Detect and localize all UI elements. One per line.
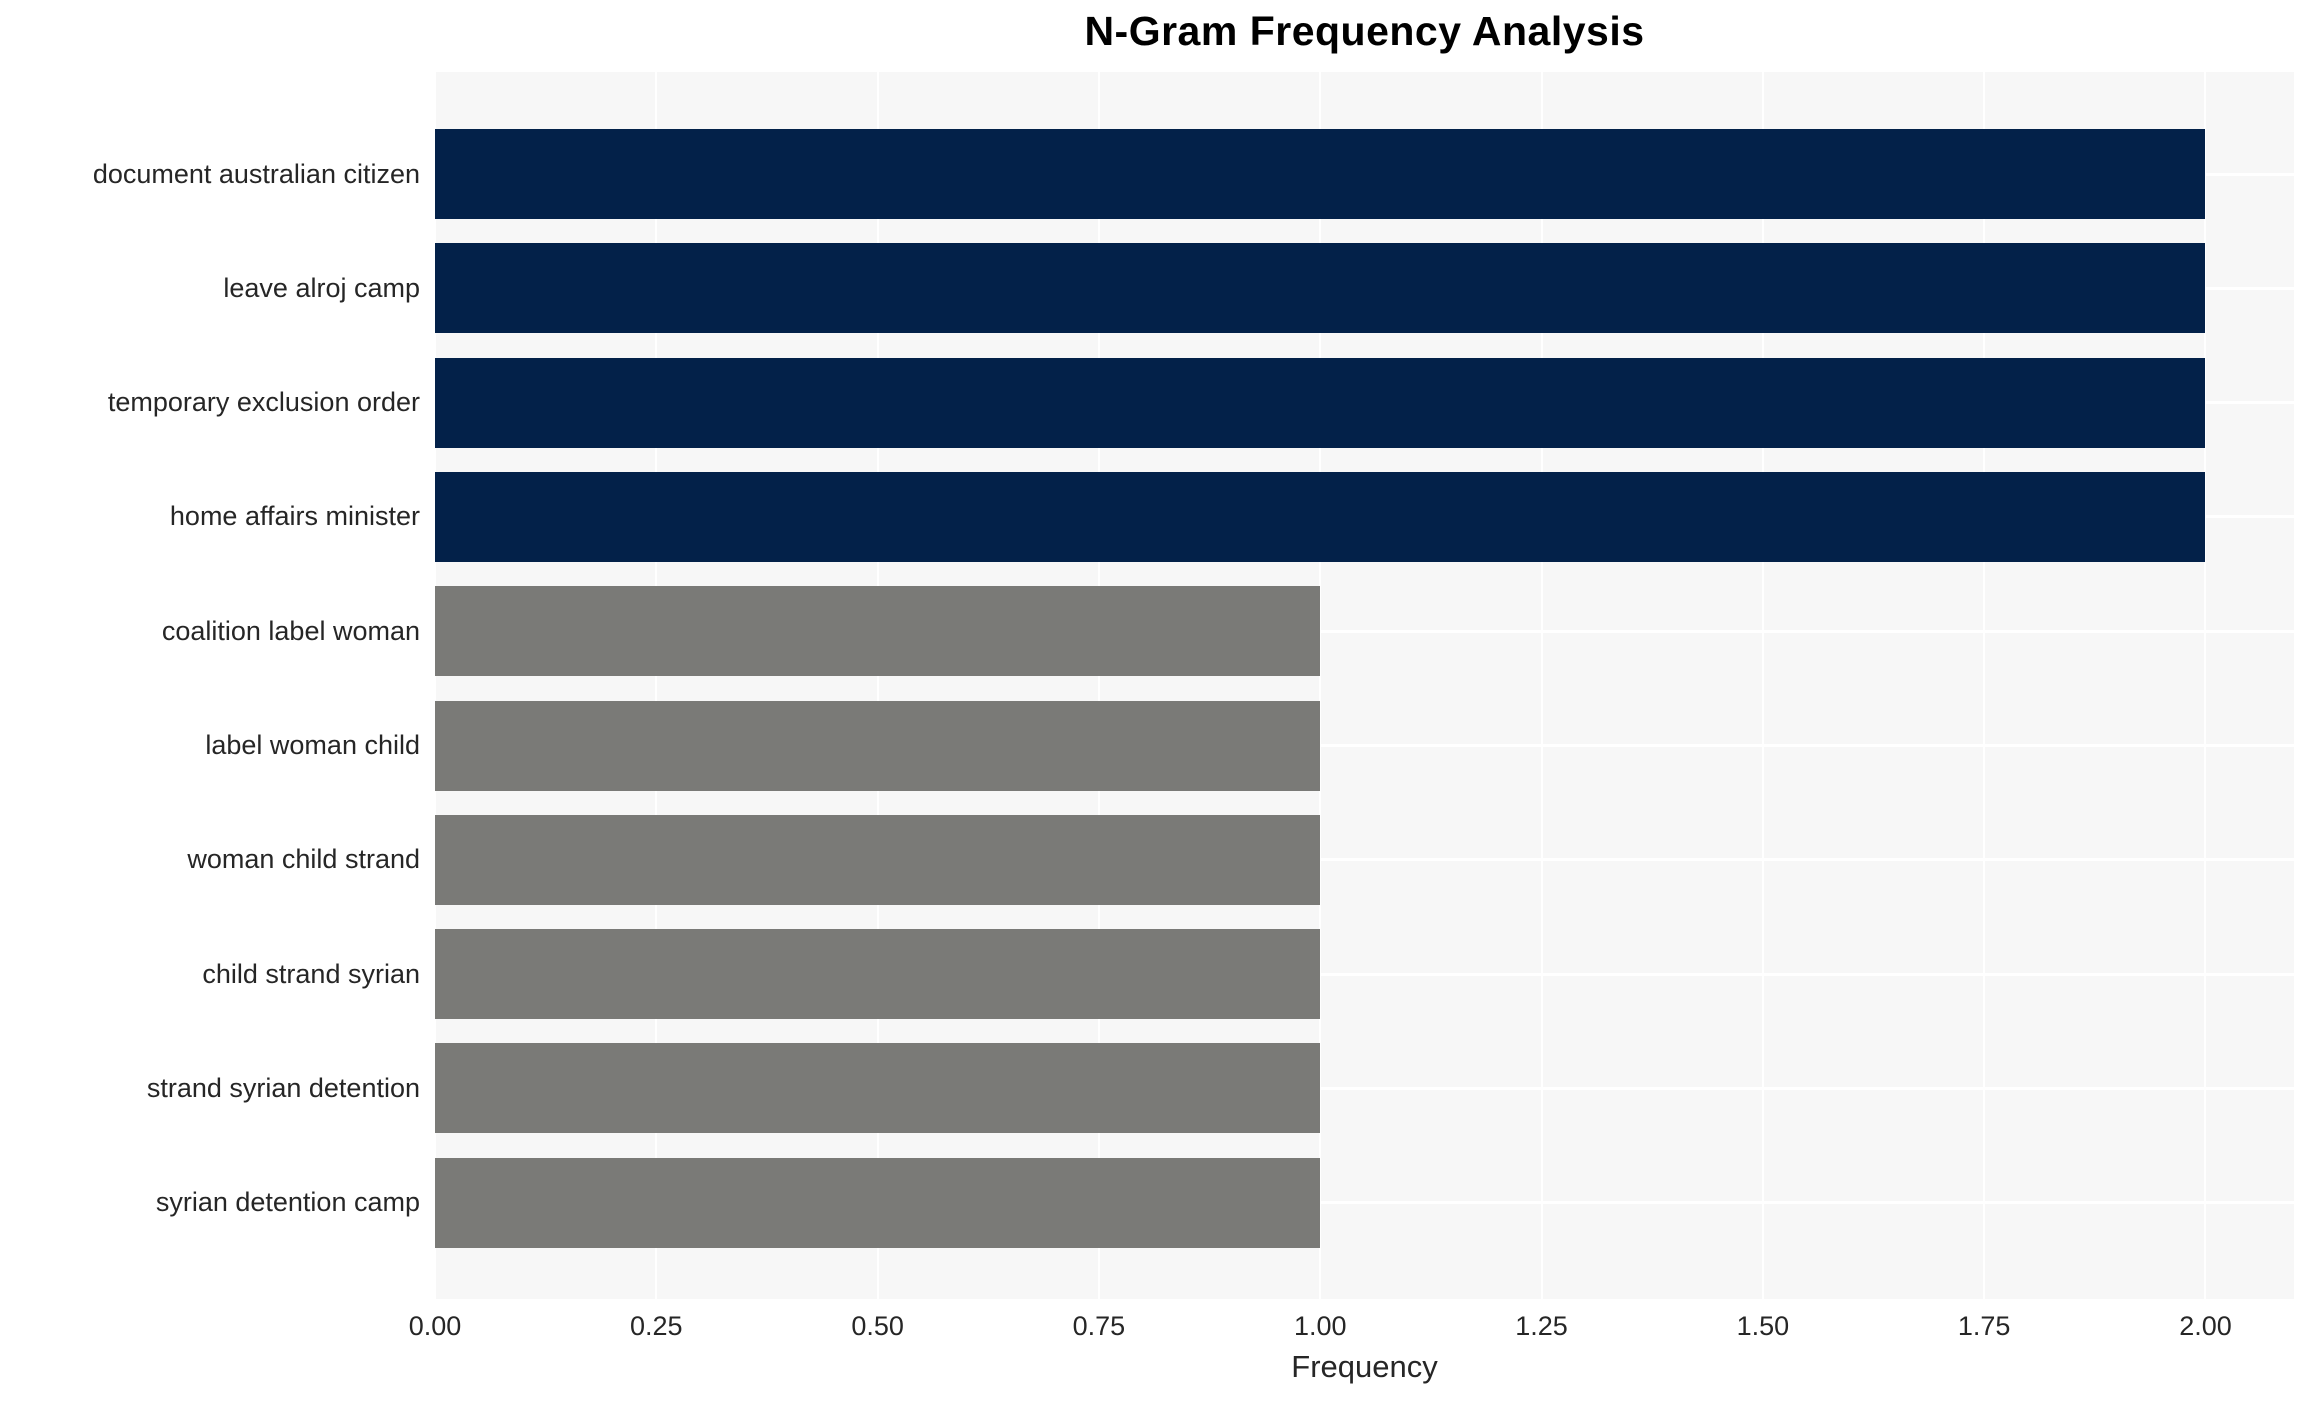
y-gridline — [435, 744, 2294, 747]
y-gridline — [435, 972, 2294, 976]
y-tick-label: leave alroj camp — [223, 272, 420, 303]
bar-document-australian-citizen — [435, 129, 2206, 219]
x-gridline — [876, 72, 879, 1299]
x-tick-label: 2.00 — [2179, 1311, 2232, 1341]
bar-temporary-exclusion-order — [435, 357, 2206, 448]
plot-area — [434, 72, 2294, 1299]
y-tick-label: coalition label woman — [161, 615, 420, 646]
y-gridline — [435, 1086, 2294, 1090]
bar-coalition-label-woman — [435, 586, 1321, 677]
x-tick-label: 0.75 — [1072, 1311, 1126, 1341]
x-tick-label: 1.25 — [1515, 1311, 1568, 1341]
x-tick-label: 1.00 — [1293, 1311, 1347, 1341]
bar-syrian-detention-camp — [435, 1157, 1321, 1248]
y-tick-label: label woman child — [205, 730, 420, 760]
chart-title: N-Gram Frequency Analysis — [1084, 8, 1645, 54]
x-gridline — [1319, 72, 1322, 1299]
y-tick-label: temporary exclusion order — [107, 387, 420, 418]
x-gridline — [1540, 72, 1543, 1299]
x-axis-label: Frequency — [1291, 1349, 1438, 1384]
y-tick-label: strand syrian detention — [146, 1072, 420, 1103]
x-gridline — [655, 72, 658, 1299]
y-tick-label: syrian detention camp — [155, 1187, 420, 1218]
y-gridline — [435, 858, 2294, 862]
bar-strand-syrian-detention — [435, 1043, 1321, 1134]
bar-home-affairs-minister — [435, 471, 2206, 562]
y-gridline — [435, 1201, 2294, 1205]
y-tick-label: woman child strand — [187, 844, 420, 875]
y-tick-label: document australian citizen — [92, 158, 420, 189]
bar-label-woman-child — [435, 700, 1321, 791]
y-tick-label: child strand syrian — [202, 958, 420, 989]
y-tick-label: home affairs minister — [169, 501, 420, 532]
x-tick-label: 0.25 — [630, 1311, 683, 1341]
x-gridline — [434, 72, 436, 1299]
y-gridline — [435, 629, 2294, 633]
x-gridline — [1097, 72, 1100, 1299]
bar-child-strand-syrian — [435, 929, 1321, 1020]
x-tick-label: 1.50 — [1736, 1311, 1790, 1341]
bar-leave-alroj-camp — [435, 243, 2206, 334]
x-gridline — [1983, 72, 1986, 1299]
x-tick-label: 0.50 — [851, 1311, 904, 1341]
bar-woman-child-strand — [435, 814, 1321, 905]
x-gridline — [2204, 72, 2207, 1299]
x-gridline — [1761, 72, 1764, 1299]
x-tick-label: 1.75 — [1957, 1311, 2011, 1341]
x-tick-label: 0.00 — [408, 1311, 462, 1341]
